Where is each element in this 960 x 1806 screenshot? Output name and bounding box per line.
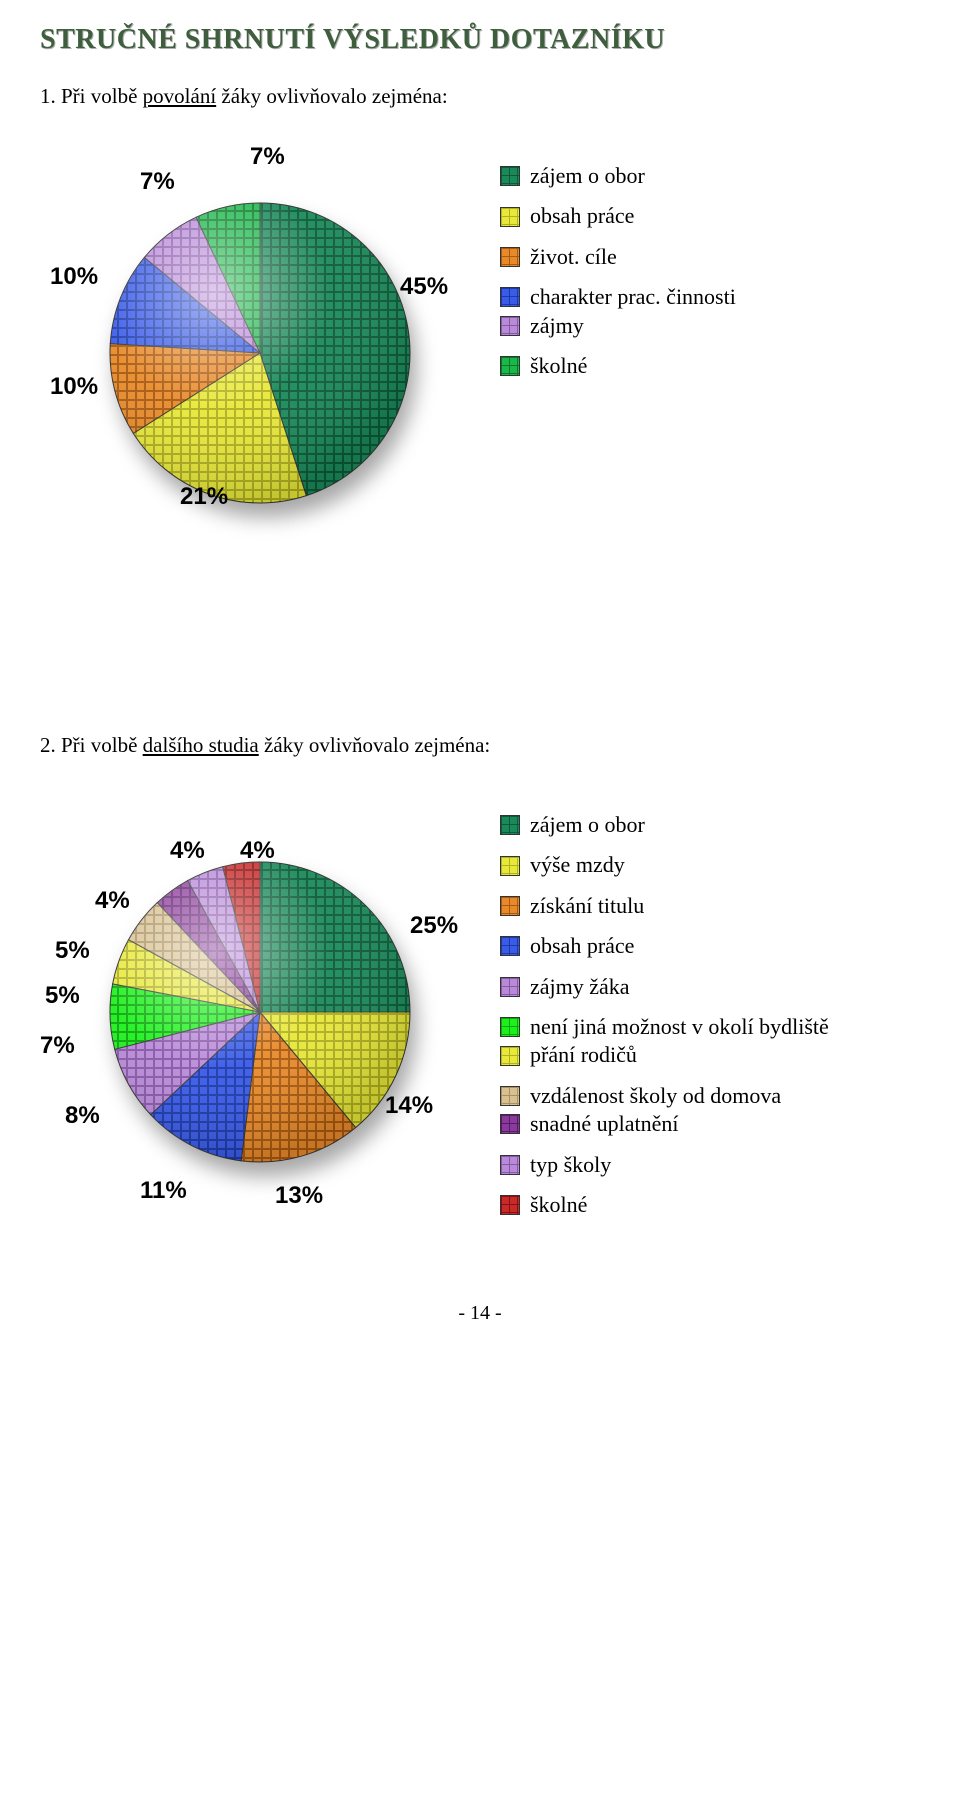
chart2-legend-item: zájmy žáka (500, 974, 829, 1000)
chart1-legend-item: život. cíle (500, 244, 736, 270)
chart2-svg (100, 852, 420, 1172)
legend-swatch (500, 896, 520, 916)
chart2-legend-item: obsah práce (500, 933, 829, 959)
legend-label: život. cíle (530, 244, 617, 270)
legend-label: typ školy (530, 1152, 611, 1178)
chart2-legend-item: není jiná možnost v okolí bydliště (500, 1014, 829, 1040)
chart1-legend: zájem o obor obsah práce život. cíle charak… (500, 133, 736, 393)
chart2-pct-label: 5% (55, 937, 90, 965)
chart2-pct-label: 8% (65, 1102, 100, 1130)
chart2-pct-label: 14% (385, 1092, 433, 1120)
chart2-pct-label: 4% (240, 837, 275, 865)
chart2-block: 25%14%13%11%8%7%5%5%4%4%4% zájem o oborv… (40, 782, 920, 1242)
chart1-legend-item: školné (500, 353, 736, 379)
section2-number: 2. (40, 733, 56, 757)
chart1-legend-item: obsah práce (500, 203, 736, 229)
chart2-pct-label: 4% (95, 887, 130, 915)
chart1-pct-label: 7% (140, 168, 175, 196)
chart2-pct-label: 13% (275, 1182, 323, 1210)
legend-swatch (500, 977, 520, 997)
legend-swatch (500, 1046, 520, 1066)
chart1-pct-label: 45% (400, 273, 448, 301)
chart2-pct-label: 25% (410, 912, 458, 940)
legend-swatch (500, 815, 520, 835)
legend-label: zájmy (530, 313, 584, 339)
section2-heading: 2. Při volbě dalšího studia žáky ovlivňo… (40, 733, 920, 758)
legend-label: výše mzdy (530, 852, 625, 878)
section1-suffix: žáky ovlivňovalo zejména: (216, 84, 448, 108)
legend-swatch (500, 316, 520, 336)
legend-label: snadné uplatnění (530, 1111, 678, 1137)
section2-prefix: Při volbě (61, 733, 143, 757)
chart1-block: 45% 21% 10% 10% 7% 7% zájem o obor obsah práce… (40, 133, 920, 573)
chart1-pct-label: 21% (180, 483, 228, 511)
legend-swatch (500, 247, 520, 267)
chart2-legend-item: zájem o obor (500, 812, 829, 838)
section1-heading: 1. Při volbě povolání žáky ovlivňovalo z… (40, 84, 920, 109)
legend-swatch (500, 1195, 520, 1215)
legend-label: přání rodičů (530, 1042, 637, 1068)
legend-label: zájmy žáka (530, 974, 630, 1000)
legend-label: zájem o obor (530, 163, 645, 189)
chart1-pie: 45% 21% 10% 10% 7% 7% (40, 133, 480, 573)
legend-swatch (500, 856, 520, 876)
chart2-pct-label: 7% (40, 1032, 75, 1060)
chart1-legend-item: zájmy (500, 313, 736, 339)
chart2-legend-item: školné (500, 1192, 829, 1218)
page-title: STRUČNÉ SHRNUTÍ VÝSLEDKŮ DOTAZNÍKU (40, 24, 920, 56)
chart2-legend-item: vzdálenost školy od domova (500, 1083, 829, 1109)
legend-swatch (500, 166, 520, 186)
chart1-pct-label: 10% (50, 263, 98, 291)
chart1-pct-label: 7% (250, 143, 285, 171)
legend-label: zájem o obor (530, 812, 645, 838)
section1-prefix: Při volbě (61, 84, 143, 108)
chart2-legend-item: získání titulu (500, 893, 829, 919)
chart2-legend-item: výše mzdy (500, 852, 829, 878)
legend-swatch (500, 1086, 520, 1106)
legend-label: školné (530, 353, 587, 379)
chart2-pct-label: 4% (170, 837, 205, 865)
chart2-legend-item: přání rodičů (500, 1042, 829, 1068)
chart2-legend-item: snadné uplatnění (500, 1111, 829, 1137)
section1-underlined: povolání (143, 84, 217, 108)
legend-label: získání titulu (530, 893, 644, 919)
legend-swatch (500, 936, 520, 956)
legend-label: vzdálenost školy od domova (530, 1083, 781, 1109)
chart2-pct-label: 11% (140, 1177, 187, 1205)
legend-label: obsah práce (530, 933, 634, 959)
chart2-pct-label: 5% (45, 982, 80, 1010)
legend-label: není jiná možnost v okolí bydliště (530, 1014, 829, 1040)
chart1-svg (100, 193, 420, 513)
legend-swatch (500, 287, 520, 307)
legend-swatch (500, 1017, 520, 1037)
chart2-legend: zájem o obor výše mzdy získání titulu obsah… (500, 782, 829, 1232)
page-footer: - 14 - (40, 1302, 920, 1325)
chart1-pct-label: 10% (50, 373, 98, 401)
legend-label: charakter prac. činnosti (530, 284, 736, 310)
section2-suffix: žáky ovlivňovalo zejména: (259, 733, 491, 757)
chart2-legend-item: typ školy (500, 1152, 829, 1178)
chart2-pie: 25%14%13%11%8%7%5%5%4%4%4% (40, 782, 480, 1242)
section1-number: 1. (40, 84, 56, 108)
legend-label: školné (530, 1192, 587, 1218)
legend-swatch (500, 356, 520, 376)
chart1-legend-item: zájem o obor (500, 163, 736, 189)
chart1-legend-item: charakter prac. činnosti (500, 284, 736, 310)
legend-swatch (500, 1155, 520, 1175)
legend-swatch (500, 207, 520, 227)
section2-underlined: dalšího studia (143, 733, 259, 757)
legend-label: obsah práce (530, 203, 634, 229)
legend-swatch (500, 1114, 520, 1134)
